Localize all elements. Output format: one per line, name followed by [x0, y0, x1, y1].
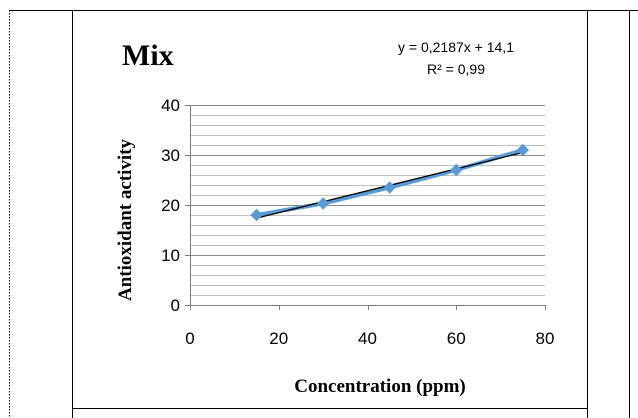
- x-tick-label: 0: [185, 329, 194, 348]
- trendline-r-squared: R² = 0,99: [427, 61, 485, 77]
- tick-labels: 0 10 20 30 40 0 20 40 60 80: [161, 96, 554, 348]
- y-tick-label: 20: [161, 196, 180, 215]
- y-tick-label: 40: [161, 96, 180, 115]
- x-tick-label: 80: [536, 329, 555, 348]
- trendline-equation: y = 0,2187x + 14,1: [398, 39, 514, 55]
- axes: [185, 105, 546, 310]
- gridlines: [190, 105, 545, 296]
- chart-title: Mix: [122, 39, 174, 72]
- y-tick-label: 10: [161, 246, 180, 265]
- x-tick-label: 20: [269, 329, 288, 348]
- data-point-marker: [516, 143, 530, 157]
- x-axis-title: Concentration (ppm): [294, 376, 466, 397]
- x-tick-label: 60: [447, 329, 466, 348]
- data-point-marker: [450, 163, 463, 177]
- data-point-marker: [250, 208, 263, 222]
- x-tick-label: 40: [358, 329, 377, 348]
- y-tick-label: 30: [161, 146, 180, 165]
- data-markers: [250, 143, 530, 222]
- y-tick-label: 0: [171, 296, 180, 315]
- data-point-marker: [316, 197, 330, 210]
- y-axis-title: Antioxidant activity: [115, 138, 136, 301]
- data-point-marker: [383, 181, 396, 194]
